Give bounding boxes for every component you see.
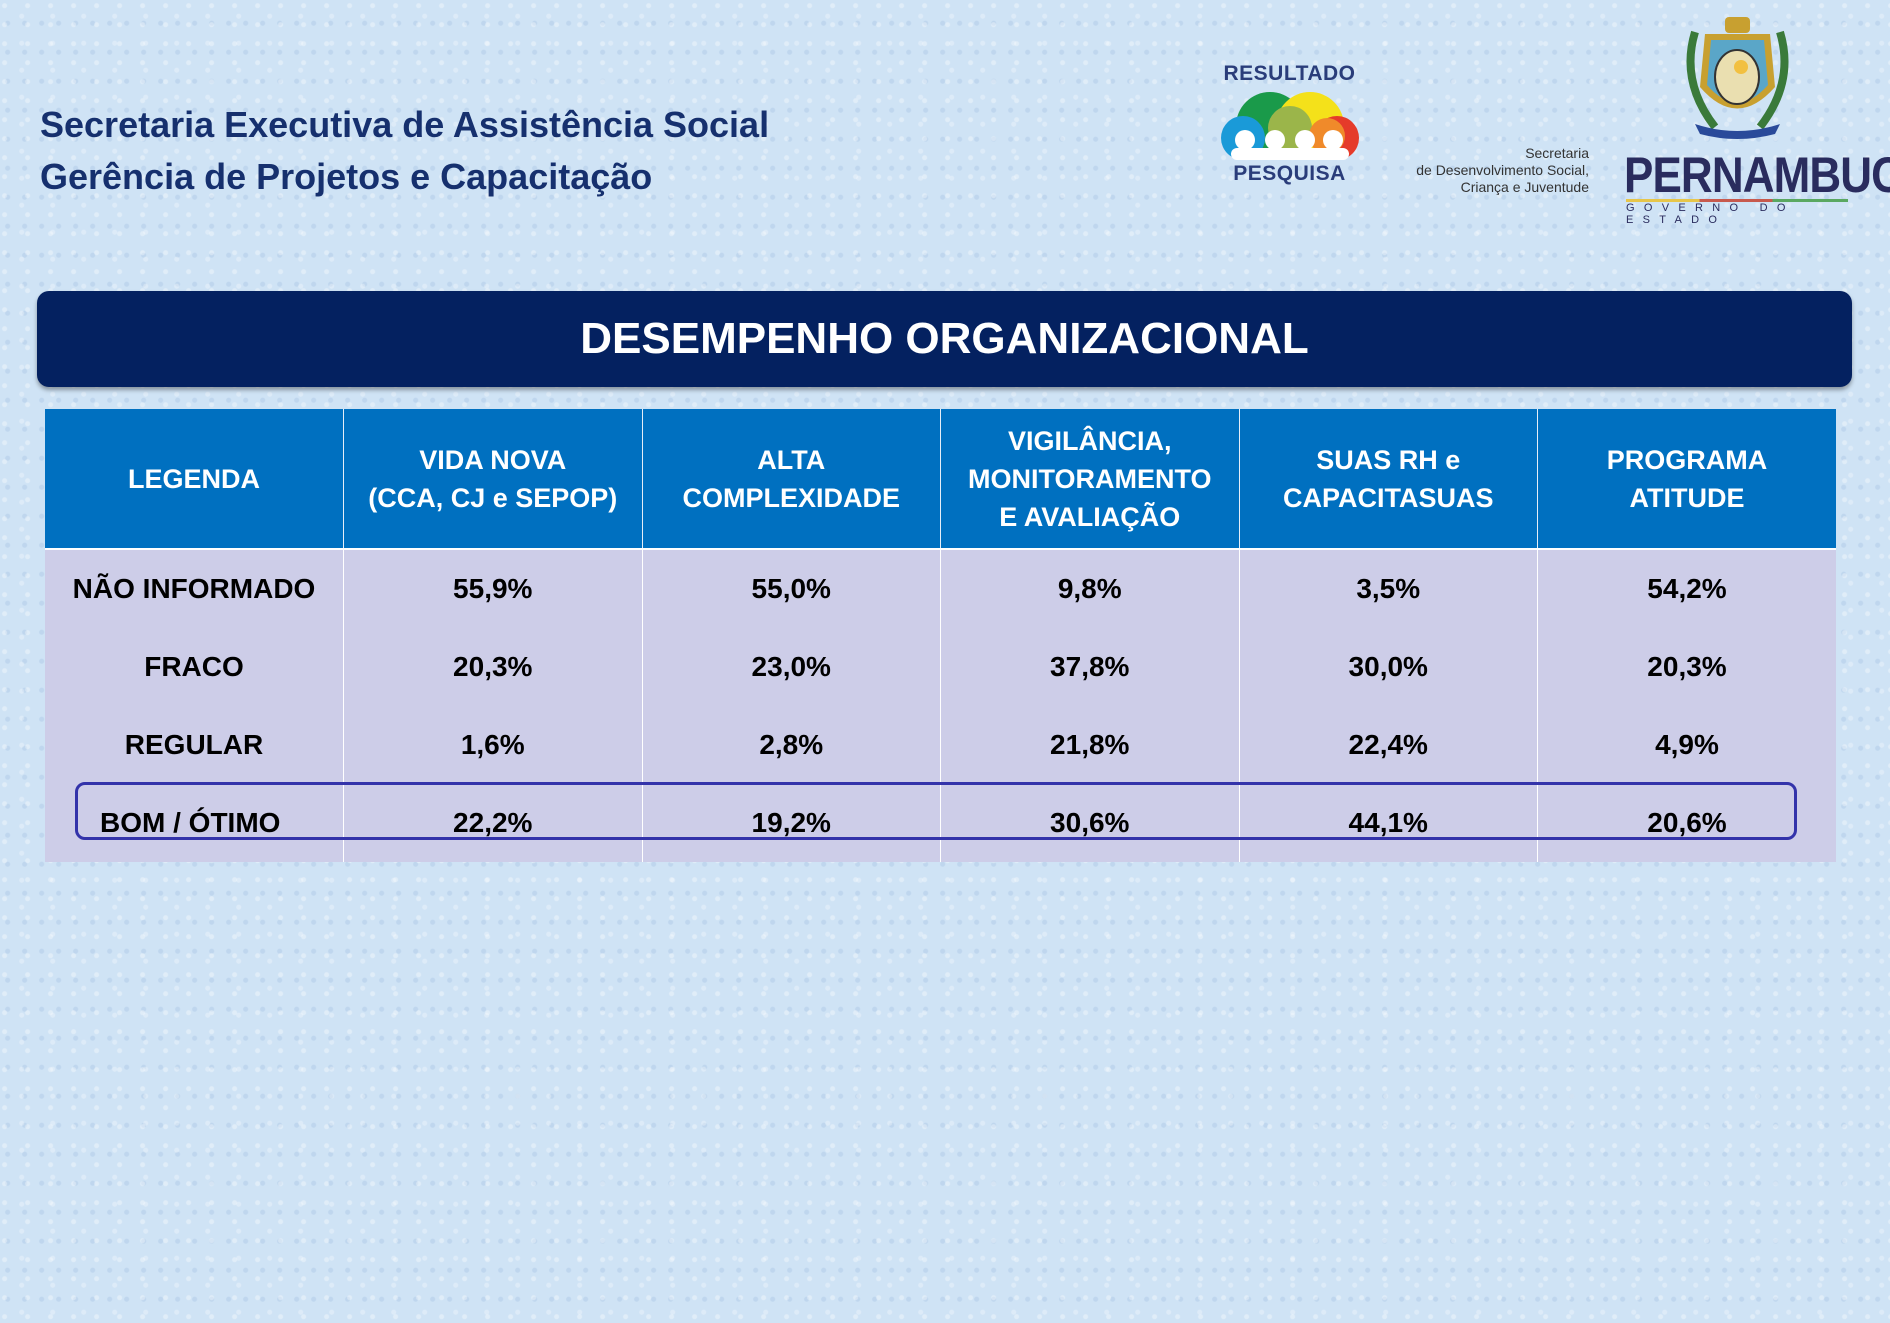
people-circles-icon [1220, 92, 1359, 160]
performance-table: LEGENDA VIDA NOVA (CCA, CJ e SEPOP) ALTA C… [45, 409, 1836, 862]
table-row: REGULAR 1,6% 2,8% 21,8% 22,4% 4,9% [45, 706, 1836, 784]
table-cell: 22,2% [343, 784, 643, 862]
row-label: BOM / ÓTIMO [45, 784, 344, 862]
resultado-pesquisa-logo: RESULTADO PESQUISA [1212, 62, 1367, 192]
table-cell: 19,2% [642, 784, 941, 862]
header-text: ALTA [757, 444, 826, 475]
header-text: SUAS RH e [1316, 444, 1461, 475]
row-label: REGULAR [45, 706, 344, 784]
column-header-alta-complexidade: ALTA COMPLEXIDADE [642, 409, 941, 550]
table-cell: 2,8% [642, 706, 941, 784]
header-line-1: Secretaria Executiva de Assistência Soci… [40, 104, 770, 145]
table-cell: 20,3% [1537, 628, 1836, 706]
column-header-vigilancia: VIGILÂNCIA, MONITORAMENTO E AVALIAÇÃO [940, 409, 1240, 550]
table-row: NÃO INFORMADO 55,9% 55,0% 9,8% 3,5% 54,2% [45, 549, 1836, 628]
table-cell: 20,6% [1537, 784, 1836, 862]
table-cell: 55,9% [343, 549, 643, 628]
table-cell: 3,5% [1239, 549, 1538, 628]
table-cell: 30,6% [940, 784, 1240, 862]
column-header-suas-rh: SUAS RH e CAPACITASUAS [1239, 409, 1538, 550]
header-text: CAPACITASUAS [1282, 482, 1494, 513]
section-title: DESEMPENHO ORGANIZACIONAL [580, 314, 1309, 363]
secretaria-logo-text: Secretaria de Desenvolvimento Social, Cr… [1416, 145, 1589, 196]
column-header-programa-atitude: PROGRAMA ATITUDE [1537, 409, 1836, 550]
row-label: NÃO INFORMADO [45, 549, 344, 628]
table-cell: 21,8% [940, 706, 1240, 784]
table-cell: 1,6% [343, 706, 643, 784]
section-title-banner: DESEMPENHO ORGANIZACIONAL [37, 291, 1852, 387]
column-header-vida-nova: VIDA NOVA (CCA, CJ e SEPOP) [343, 409, 643, 550]
table-cell: 37,8% [940, 628, 1240, 706]
pernambuco-color-bar [1626, 199, 1848, 202]
secretaria-line: Secretaria [1525, 145, 1589, 161]
secretaria-line: Criança e Juventude [1460, 179, 1589, 195]
table-cell: 55,0% [642, 549, 941, 628]
header-text: VIDA NOVA [419, 444, 567, 475]
logo-text-bottom: PESQUISA [1233, 162, 1346, 185]
table-cell: 30,0% [1239, 628, 1538, 706]
header-text: VIGILÂNCIA, [1007, 425, 1172, 456]
logo-text-top: RESULTADO [1223, 62, 1356, 85]
table-row: FRACO 20,3% 23,0% 37,8% 30,0% 20,3% [45, 628, 1836, 706]
header-text: ATITUDE [1629, 482, 1745, 513]
header-text: E AVALIAÇÃO [999, 501, 1181, 532]
secretaria-line: de Desenvolvimento Social, [1416, 162, 1589, 178]
pernambuco-coat-of-arms-icon [1686, 17, 1789, 139]
table-header-row: LEGENDA VIDA NOVA (CCA, CJ e SEPOP) ALTA C… [45, 409, 1836, 550]
table-cell: 22,4% [1239, 706, 1538, 784]
governo-do-estado-text: GOVERNO DO ESTADO [1626, 202, 1795, 226]
header-text: MONITORAMENTO [967, 463, 1212, 494]
pernambuco-wordmark: PERNAMBUCO [1624, 147, 1890, 203]
column-header-legenda: LEGENDA [45, 409, 344, 550]
table-cell: 44,1% [1239, 784, 1538, 862]
header-text: (CCA, CJ e SEPOP) [368, 482, 618, 513]
table-cell: 20,3% [343, 628, 643, 706]
table-cell: 54,2% [1537, 549, 1836, 628]
row-label: FRACO [45, 628, 344, 706]
header-line-2: Gerência de Projetos e Capacitação [40, 156, 653, 197]
header-text: LEGENDA [127, 463, 260, 494]
table-cell: 23,0% [642, 628, 941, 706]
table-cell: 4,9% [1537, 706, 1836, 784]
table-cell: 9,8% [940, 549, 1240, 628]
table-row: BOM / ÓTIMO 22,2% 19,2% 30,6% 44,1% 20,6% [45, 784, 1836, 862]
header-text: COMPLEXIDADE [682, 482, 901, 513]
header-text: PROGRAMA [1606, 444, 1768, 475]
